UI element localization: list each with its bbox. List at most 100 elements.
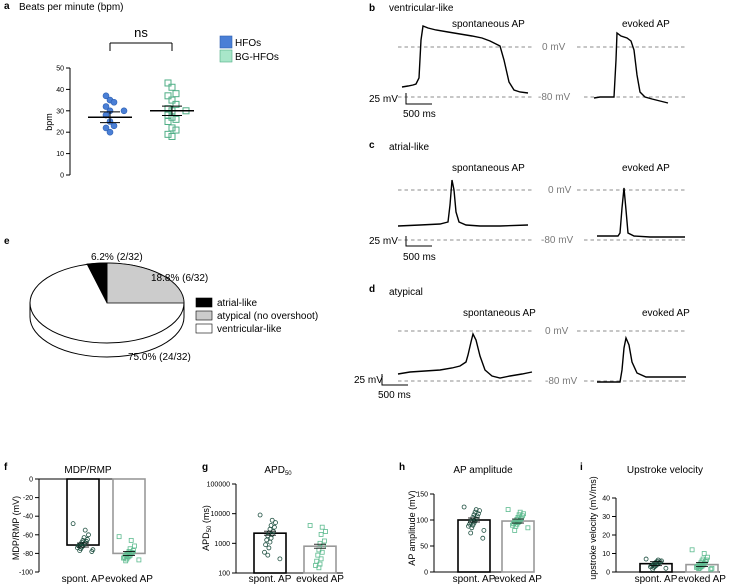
panel-h-ytick-label: 50 bbox=[420, 544, 428, 551]
panel-f: f MDP/RMP MDP/RMP (mV) 0 -20 -40 -60 -80 -100… bbox=[4, 462, 153, 585]
bg-hfo-point bbox=[168, 124, 176, 132]
panel-g-evoked-point bbox=[316, 565, 322, 571]
panel-d-scale-v: 25 mV bbox=[354, 375, 383, 386]
hfo-point bbox=[110, 122, 118, 130]
panel-a-letter: a bbox=[4, 1, 10, 12]
panel-f-ytick-label: -20 bbox=[23, 495, 33, 502]
panel-f-ytick-label: -80 bbox=[23, 551, 33, 558]
panel-b-evoked-label: evoked AP bbox=[622, 19, 670, 30]
panel-g-spont-point bbox=[277, 556, 283, 562]
panel-g-spont-point bbox=[273, 520, 278, 525]
panel-i-evoked-point bbox=[697, 565, 703, 571]
panel-g-ylabel-sub: 50 bbox=[207, 525, 213, 532]
hfo-point bbox=[110, 98, 118, 106]
panel-g-evoked-point bbox=[317, 540, 323, 546]
panel-h-category-label: spont. AP bbox=[453, 574, 496, 585]
panel-h-ytick-label: 100 bbox=[416, 518, 428, 525]
panel-h-category-label: evoked AP bbox=[494, 574, 542, 585]
panel-e-letter: e bbox=[4, 236, 10, 247]
panel-g-spont-point bbox=[269, 517, 275, 523]
panel-g-ylabel-main: APD bbox=[201, 532, 211, 551]
legend-atrial-label: atrial-like bbox=[217, 298, 257, 309]
panel-c-letter: c bbox=[369, 140, 375, 151]
panel-e: e 6.2% (2/32) 18.8% (6/32) 75.0% (24/32)… bbox=[4, 236, 318, 363]
panel-f-evoked-point bbox=[128, 537, 134, 543]
panel-f-ytick-label: -100 bbox=[19, 570, 33, 577]
panel-i-chart: 0 10 20 30 40 spont. AP evoked AP bbox=[602, 496, 726, 586]
panel-i-category-label: evoked AP bbox=[678, 574, 726, 585]
panel-g-title: APD50 bbox=[264, 465, 292, 477]
panel-f-ytick-label: -40 bbox=[23, 514, 33, 521]
panel-f-ytick-label: 0 bbox=[29, 477, 33, 484]
bg-hfo-point bbox=[168, 132, 176, 140]
panel-h-ytick-label: 0 bbox=[424, 570, 428, 577]
panel-i-ytick-label: 20 bbox=[602, 533, 610, 540]
panel-d-spont-trace bbox=[397, 331, 533, 379]
panel-h-spont-point bbox=[480, 535, 486, 541]
bg-hfo-point bbox=[164, 92, 172, 100]
panel-g-title-main: APD bbox=[264, 465, 285, 476]
panel-a-ytick-label: 20 bbox=[56, 130, 64, 137]
bg-hfo-point bbox=[172, 100, 180, 108]
panel-i: i Upstroke velocity upstroke velocity (m… bbox=[580, 462, 726, 585]
panel-i-letter: i bbox=[580, 462, 583, 473]
panel-a-title: Beats per minute (bpm) bbox=[19, 2, 124, 13]
panel-g-spont-point bbox=[263, 542, 269, 548]
panel-h-evoked-point bbox=[525, 525, 531, 531]
panel-d-spont-label: spontaneous AP bbox=[463, 308, 536, 319]
legend-ventricular-swatch bbox=[195, 323, 213, 334]
panel-c: c atrial-like spontaneous AP evoked AP 0… bbox=[369, 140, 686, 263]
panel-g-ytick-label: 1000 bbox=[214, 541, 230, 548]
panel-h-spont-point bbox=[468, 530, 474, 536]
panel-i-evoked-point bbox=[689, 547, 695, 553]
hfo-point bbox=[120, 107, 128, 115]
panel-g-spont-point bbox=[266, 545, 272, 551]
panel-d-evoked-label: evoked AP bbox=[642, 308, 690, 319]
panel-g-ytick-label: 10000 bbox=[211, 511, 231, 518]
panel-i-ytick-label: 40 bbox=[602, 496, 610, 503]
panel-c-spont-label: spontaneous AP bbox=[452, 163, 525, 174]
panel-i-spont-point bbox=[663, 565, 669, 571]
panel-c-title: atrial-like bbox=[389, 142, 429, 153]
panel-a-points bbox=[88, 79, 194, 140]
panel-h-ylabel: AP amplitude (mV) bbox=[407, 490, 417, 565]
panel-a-y-axis: 0 10 20 30 40 50 bbox=[56, 66, 71, 180]
legend-atypical-label: atypical (no overshoot) bbox=[217, 311, 318, 322]
panel-a-ytick-label: 0 bbox=[60, 173, 64, 180]
panel-a-ytick-label: 50 bbox=[56, 66, 64, 73]
pie-slice-atrial bbox=[86, 262, 108, 304]
bg-hfo-point bbox=[172, 90, 180, 98]
panel-g-evoked-point bbox=[307, 523, 313, 528]
panel-c-scale-bar bbox=[405, 236, 432, 247]
panel-g-spont-point bbox=[262, 549, 267, 555]
panel-f-spont-point bbox=[70, 521, 76, 527]
panel-i-ytick-label: 30 bbox=[602, 514, 610, 521]
panel-f-category-label: spont. AP bbox=[62, 574, 105, 585]
hfo-point bbox=[106, 128, 114, 136]
panel-a-ytick-label: 10 bbox=[56, 151, 64, 158]
bg-hfo-point bbox=[168, 83, 176, 91]
panel-g-ytick-label: 100 bbox=[218, 571, 230, 578]
panel-b-scale-t: 500 ms bbox=[403, 109, 436, 120]
pie-label-atypical: 18.8% (6/32) bbox=[151, 273, 208, 284]
bg-hfo-point bbox=[172, 115, 180, 123]
panel-b-zero-label: 0 mV bbox=[542, 42, 566, 53]
legend-atrial-swatch bbox=[195, 297, 213, 308]
panel-b-evoked-trace bbox=[593, 31, 669, 104]
panel-f-evoked-point bbox=[116, 534, 122, 540]
panel-i-spont-point bbox=[643, 556, 649, 562]
panel-a-ylabel: bpm bbox=[44, 113, 54, 131]
panel-h-evoked-point bbox=[512, 528, 518, 533]
panel-h-spont-point bbox=[481, 528, 487, 533]
panel-f-title: MDP/RMP bbox=[64, 465, 112, 476]
panel-i-evoked-point bbox=[708, 566, 714, 572]
panel-g-letter: g bbox=[202, 462, 208, 473]
panel-f-spont-point bbox=[89, 549, 95, 554]
panel-d-80-label: -80 mV bbox=[545, 376, 578, 387]
panel-g-evoked-point bbox=[315, 552, 321, 558]
panel-g: g APD50 APD50 (ms) 100100010000100000spo… bbox=[201, 462, 344, 585]
panel-i-spont-point bbox=[650, 566, 656, 572]
panel-g-evoked-point bbox=[323, 529, 328, 534]
panel-b-spont-label: spontaneous AP bbox=[452, 19, 525, 30]
